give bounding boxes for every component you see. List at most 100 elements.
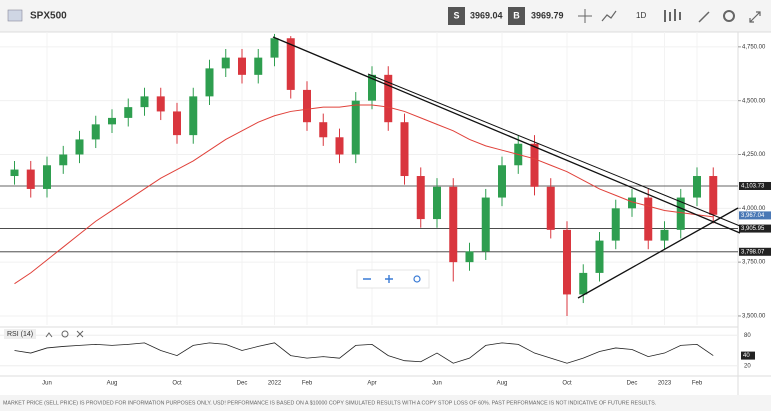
- x-tick-label: Oct: [562, 381, 572, 387]
- rsi-value-label: 40: [743, 353, 750, 359]
- candle-body: [319, 122, 328, 138]
- level-tag: [739, 247, 771, 256]
- last-price-label: 3,967.04: [741, 213, 765, 219]
- candle-body: [660, 229, 669, 241]
- rsi-line: [14, 342, 714, 364]
- candle-body: [286, 38, 295, 90]
- candle-body: [481, 197, 490, 252]
- candle-body: [10, 169, 19, 177]
- candle-body: [91, 124, 100, 140]
- candle-body: [43, 165, 51, 189]
- sell-price: 3969.04: [470, 10, 503, 20]
- x-tick-label: Dec: [627, 381, 638, 387]
- settings-icon[interactable]: [723, 10, 735, 22]
- disclaimer: MARKET PRICE (SELL PRICE) IS PROVIDED FO…: [3, 400, 656, 406]
- share-button[interactable]: [413, 275, 421, 283]
- candle-body: [124, 107, 133, 118]
- candle-body: [628, 197, 636, 209]
- rsi-value-tag: [741, 351, 755, 360]
- candle-body: [140, 96, 149, 108]
- zoom-buttons[interactable]: [363, 275, 393, 283]
- candle-body: [400, 122, 409, 177]
- candle-body: [59, 154, 68, 166]
- candle-body: [351, 100, 360, 155]
- toolbar: [0, 0, 771, 32]
- candle-body: [595, 240, 604, 273]
- y-tick-label: 4,500.00: [742, 98, 766, 104]
- trend-line[interactable]: [367, 73, 741, 227]
- candle-body: [563, 229, 571, 295]
- candle-body: [579, 272, 588, 295]
- candle-body: [189, 96, 198, 136]
- x-tick-label: 2023: [658, 381, 672, 387]
- trend-line[interactable]: [272, 36, 741, 234]
- candle-body: [173, 111, 181, 136]
- candle-body: [384, 74, 393, 123]
- candle-body: [270, 38, 279, 58]
- level-tag: [739, 224, 771, 233]
- chart-type-icon[interactable]: [664, 9, 681, 22]
- interval[interactable]: 1D: [636, 11, 646, 20]
- y-tick-label: 3,750.00: [742, 260, 766, 266]
- candle-body: [546, 186, 555, 230]
- candle-body: [335, 137, 344, 155]
- candle-body: [449, 186, 458, 263]
- level-label: 3,798.07: [741, 249, 765, 255]
- candle-body: [611, 208, 620, 241]
- candle-body: [465, 251, 474, 263]
- x-tick-label: Feb: [302, 381, 313, 387]
- candle-body: [75, 139, 84, 155]
- x-tick-label: Feb: [692, 381, 703, 387]
- buy-price: 3969.79: [531, 10, 564, 20]
- x-tick-label: 2022: [268, 381, 282, 387]
- candle-body: [221, 57, 230, 69]
- flag-icon: [7, 9, 23, 22]
- buy-label: B: [513, 10, 520, 20]
- candle-body: [205, 68, 214, 97]
- trend-line[interactable]: [577, 207, 739, 299]
- crosshair-icon[interactable]: [578, 9, 592, 23]
- candle-body: [530, 143, 539, 187]
- x-tick-label: Oct: [172, 381, 182, 387]
- fullscreen-icon[interactable]: [749, 11, 761, 23]
- candle-body: [368, 74, 376, 101]
- level-label: 4,103.73: [741, 184, 765, 190]
- x-tick-label: Jun: [42, 381, 52, 387]
- x-tick-label: Aug: [497, 381, 508, 387]
- candle-body: [26, 169, 35, 189]
- y-tick-label: 4,000.00: [742, 206, 766, 212]
- x-tick-label: Dec: [237, 381, 248, 387]
- y-tick-label: 4,250.00: [742, 152, 766, 158]
- indicator-icon[interactable]: [601, 10, 617, 22]
- rsi-title: RSI (14): [7, 331, 33, 338]
- candle-body: [433, 186, 441, 220]
- candle-body: [108, 117, 116, 125]
- sell-button[interactable]: [448, 7, 465, 25]
- level-label: 3,905.95: [741, 226, 765, 232]
- candle-body: [303, 89, 311, 123]
- y-tick-label: 3,500.00: [742, 314, 766, 320]
- sell-label: S: [453, 10, 459, 20]
- candle-body: [156, 96, 165, 112]
- candle-body: [693, 176, 701, 198]
- candle-body: [676, 197, 685, 230]
- level-tag: [739, 181, 771, 190]
- rsi-tick-label: 20: [744, 363, 751, 369]
- x-tick-label: Jun: [432, 381, 442, 387]
- candle-body: [254, 57, 263, 75]
- candle-body: [498, 165, 506, 198]
- candle-body: [644, 197, 653, 241]
- y-tick-label: 4,750.00: [742, 44, 766, 50]
- x-tick-label: Aug: [107, 381, 118, 387]
- candle-body: [416, 176, 425, 220]
- moving-average: [14, 104, 714, 285]
- candle-body: [238, 57, 246, 75]
- rsi-settings[interactable]: [61, 330, 69, 338]
- buy-button[interactable]: [508, 7, 525, 25]
- symbol: SPX500: [30, 11, 67, 22]
- draw-icon[interactable]: [698, 11, 710, 23]
- candle-body: [709, 176, 718, 215]
